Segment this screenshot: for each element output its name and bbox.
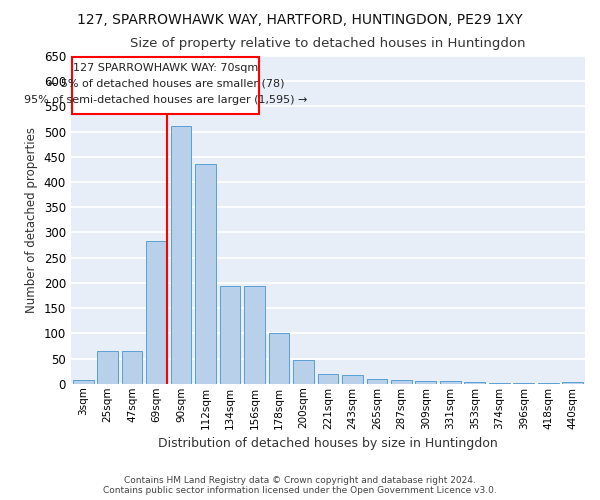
X-axis label: Distribution of detached houses by size in Huntingdon: Distribution of detached houses by size … bbox=[158, 437, 498, 450]
Text: ← 5% of detached houses are smaller (78): ← 5% of detached houses are smaller (78) bbox=[47, 79, 284, 89]
Bar bbox=[170, 126, 191, 384]
Bar bbox=[73, 380, 94, 384]
Bar bbox=[72, 57, 259, 114]
Bar bbox=[464, 382, 485, 384]
Bar bbox=[269, 334, 289, 384]
Bar bbox=[415, 381, 436, 384]
Text: 95% of semi-detached houses are larger (1,595) →: 95% of semi-detached houses are larger (… bbox=[24, 94, 307, 104]
Bar bbox=[562, 382, 583, 384]
Bar bbox=[195, 164, 216, 384]
Bar bbox=[293, 360, 314, 384]
Bar bbox=[146, 241, 167, 384]
Title: Size of property relative to detached houses in Huntingdon: Size of property relative to detached ho… bbox=[130, 38, 526, 51]
Bar bbox=[317, 374, 338, 384]
Bar bbox=[220, 286, 241, 384]
Text: 127, SPARROWHAWK WAY, HARTFORD, HUNTINGDON, PE29 1XY: 127, SPARROWHAWK WAY, HARTFORD, HUNTINGD… bbox=[77, 12, 523, 26]
Bar bbox=[244, 286, 265, 384]
Text: 127 SPARROWHAWK WAY: 70sqm: 127 SPARROWHAWK WAY: 70sqm bbox=[73, 63, 259, 73]
Bar bbox=[342, 374, 363, 384]
Bar bbox=[391, 380, 412, 384]
Bar bbox=[97, 351, 118, 384]
Bar bbox=[367, 378, 388, 384]
Y-axis label: Number of detached properties: Number of detached properties bbox=[25, 127, 38, 313]
Bar bbox=[440, 381, 461, 384]
Text: Contains HM Land Registry data © Crown copyright and database right 2024.
Contai: Contains HM Land Registry data © Crown c… bbox=[103, 476, 497, 495]
Bar bbox=[122, 351, 142, 384]
Bar bbox=[489, 383, 510, 384]
